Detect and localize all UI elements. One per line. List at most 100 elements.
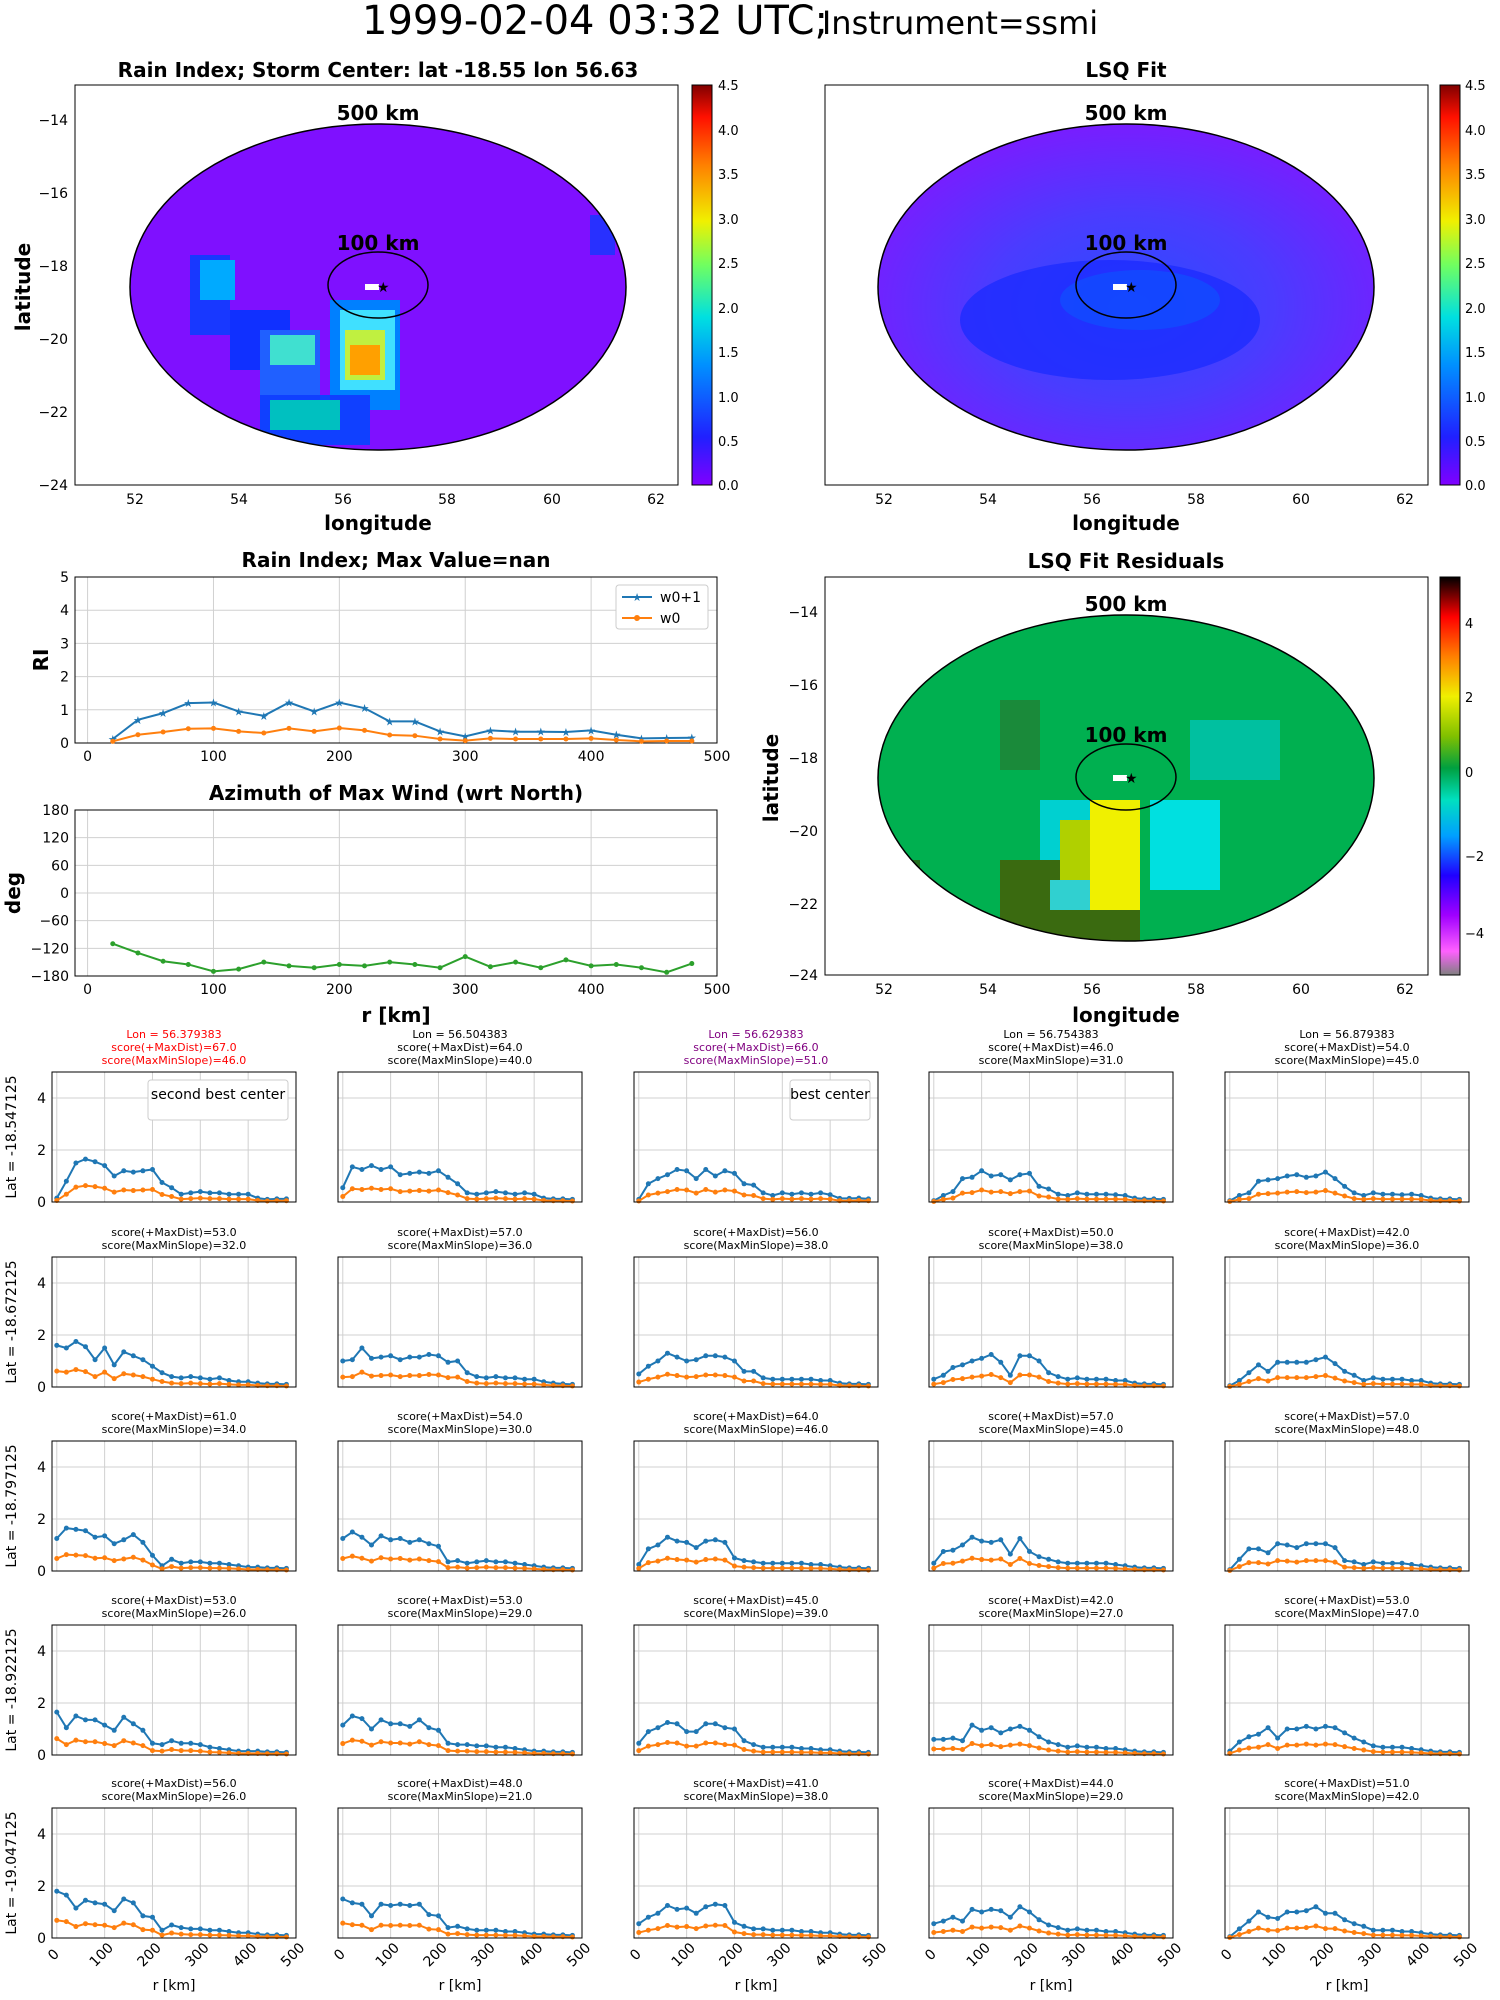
w0-point — [969, 1555, 975, 1561]
w0-point — [798, 1565, 804, 1571]
w0p1-point — [1036, 1183, 1042, 1189]
x-tick: 300 — [764, 1940, 794, 1970]
w0p1-point: ★ — [234, 705, 244, 718]
w0p1-point — [1351, 1735, 1357, 1741]
w0p1-line — [112, 701, 692, 740]
w0p1-point — [1046, 1556, 1052, 1562]
w0p1-point — [712, 1901, 718, 1907]
w0-point — [722, 1373, 728, 1379]
w0p1-point — [1026, 1549, 1032, 1554]
w0-point — [121, 1371, 127, 1377]
w0-point — [1351, 1565, 1357, 1571]
w0p1-point — [407, 1723, 413, 1729]
w0-point — [102, 1185, 108, 1191]
legend-w0p1: w0+1 — [660, 590, 701, 606]
w0p1-point — [378, 1167, 384, 1172]
w0p1-point — [149, 1914, 155, 1920]
w0p1-point — [169, 1922, 175, 1928]
w0-point — [693, 1190, 699, 1196]
w0-point — [63, 1742, 69, 1748]
w0-point — [1275, 1190, 1281, 1196]
w0-point — [73, 1924, 79, 1930]
w0-point — [818, 1933, 824, 1939]
w0-point — [349, 1374, 355, 1380]
w0-point — [741, 1192, 747, 1198]
score-maxdist: score(+MaxDist)=53.0 — [397, 1594, 522, 1607]
row-lat-label: Lat = -19.047125 — [4, 1811, 20, 1934]
w0-point — [998, 1189, 1004, 1195]
w0-point — [54, 1368, 60, 1374]
rain-ylabel: latitude — [11, 243, 35, 331]
w0-point — [368, 1927, 374, 1933]
w0p1-point — [779, 1190, 785, 1196]
w0-point — [722, 1557, 728, 1563]
w0p1-point — [121, 1714, 127, 1720]
w0-point — [340, 1194, 346, 1200]
w0-point — [1055, 1380, 1061, 1386]
w0p1-point — [1246, 1918, 1252, 1924]
w0-point — [751, 1193, 757, 1198]
cell-frame — [633, 1807, 879, 1939]
w0-point — [464, 1932, 470, 1938]
w0p1-point — [169, 1185, 175, 1191]
w0p1-point — [760, 1190, 766, 1196]
w0-line — [112, 727, 692, 743]
w0p1-point — [102, 1901, 108, 1907]
w0p1-point — [1303, 1359, 1309, 1365]
y-tick: 4 — [60, 603, 69, 619]
cbar-tick: 0.0 — [1465, 479, 1486, 494]
w0p1-point — [1246, 1370, 1252, 1376]
score-maxminslope: score(MaxMinSlope)=36.0 — [1275, 1239, 1420, 1252]
x-tick: 58 — [438, 492, 456, 508]
w0-point — [1103, 1932, 1109, 1938]
w0p1-point — [1342, 1558, 1348, 1564]
az-chart-title: Azimuth of Max Wind (wrt North) — [209, 781, 583, 805]
w0p1-point — [950, 1189, 956, 1195]
w0-point — [569, 1198, 575, 1204]
w0-point — [483, 1564, 489, 1570]
w0p1-point — [1399, 1560, 1405, 1566]
w0p1-point — [435, 1353, 441, 1359]
w0-point — [130, 1554, 136, 1560]
w0p1-point — [931, 1921, 937, 1927]
w0-point — [236, 1196, 242, 1202]
w0p1-point — [188, 1740, 194, 1746]
ring-500km-label: 500 km — [1085, 592, 1168, 616]
score-maxminslope: score(MaxMinSlope)=29.0 — [388, 1607, 533, 1620]
w0p1-point — [684, 1168, 690, 1174]
w0-point — [1236, 1747, 1242, 1753]
w0p1-point — [979, 1909, 985, 1915]
w0-point — [741, 1564, 747, 1570]
w0-point — [1409, 1565, 1415, 1571]
w0p1-point — [188, 1926, 194, 1932]
rain-colorbar-ticks: 4.5 4.0 3.5 3.0 2.5 2.0 1.5 1.0 0.5 0.0 — [718, 79, 739, 494]
w0p1-point — [1084, 1744, 1090, 1750]
w0-point — [435, 1927, 441, 1933]
w0-point — [1303, 1925, 1309, 1931]
w0-point — [1370, 1565, 1376, 1571]
y-tick: 0 — [37, 1931, 46, 1947]
w0-point — [1055, 1565, 1061, 1571]
w0p1-line — [933, 1536, 1164, 1570]
w0p1-point — [1313, 1904, 1319, 1910]
w0p1-point — [216, 1560, 222, 1566]
w0-point — [111, 1743, 117, 1749]
w0-point — [1007, 1742, 1013, 1748]
w0p1-point — [818, 1378, 824, 1383]
y-tick: 0 — [60, 886, 69, 902]
w0-point — [359, 1369, 365, 1375]
score-maxdist: score(+MaxDist)=57.0 — [397, 1226, 522, 1239]
w0p1-point — [1265, 1914, 1271, 1920]
w0-point — [397, 1189, 403, 1195]
w0-point — [435, 1187, 441, 1193]
azimuth-point — [286, 963, 292, 969]
resid-x-ticks: 52 54 56 58 60 62 — [875, 982, 1414, 998]
az-ylabel: deg — [1, 872, 25, 914]
w0-point — [645, 1743, 651, 1749]
w0-point — [130, 1922, 136, 1928]
w0p1-point — [1065, 1193, 1071, 1198]
cell-series — [636, 1167, 871, 1204]
w0-point — [655, 1742, 661, 1748]
w0p1-point — [54, 1709, 60, 1715]
w0p1-point — [455, 1923, 461, 1929]
